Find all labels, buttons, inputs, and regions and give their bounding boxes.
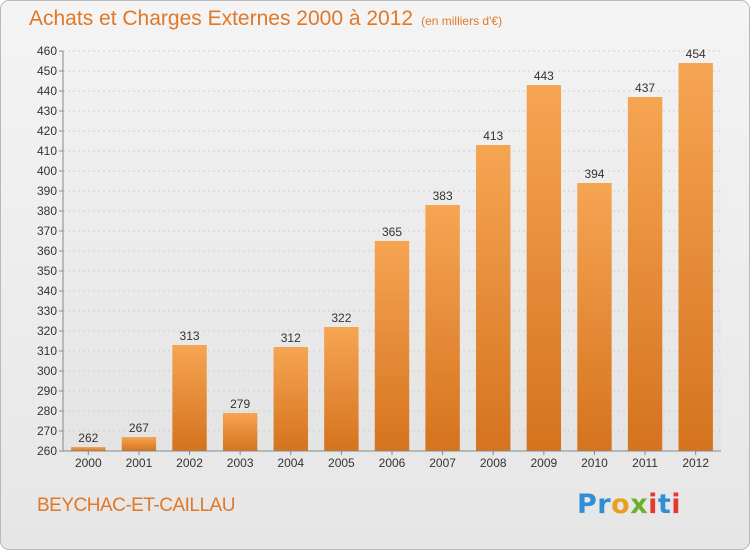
data-label-2005: 322: [331, 311, 351, 325]
bar-2010: [577, 183, 612, 451]
data-label-2007: 383: [433, 189, 453, 203]
data-label-2009: 443: [534, 69, 554, 83]
x-tick-label-2002: 2002: [176, 456, 203, 470]
x-tick-label-2005: 2005: [328, 456, 355, 470]
y-tick-label: 380: [37, 204, 57, 218]
logo-letter: t: [657, 489, 672, 520]
x-axis: 2000 2001 2002 2003 2004 2005 2006 2007 2008 2009…: [63, 450, 721, 470]
y-tick-label: 460: [37, 44, 57, 58]
y-tick-label: 420: [37, 124, 57, 138]
chart-title-text: Achats et Charges Externes 2000 à 2012: [29, 7, 414, 30]
y-tick-label: 430: [37, 104, 57, 118]
y-tick-label: 370: [37, 224, 57, 238]
y-tick-label: 260: [37, 444, 57, 458]
y-tick-label: 310: [37, 344, 57, 358]
y-tick-label: 340: [37, 284, 57, 298]
bar-2002: [172, 345, 207, 451]
y-tick-label: 300: [37, 364, 57, 378]
bar-series: 262 267 313 279 312 322 365 383 413 443 394 437 454: [71, 47, 713, 451]
y-tick-label: 390: [37, 184, 57, 198]
x-tick-label-2006: 2006: [379, 456, 406, 470]
y-tick-label: 280: [37, 404, 57, 418]
data-label-2006: 365: [382, 225, 402, 239]
town-name: BEYCHAC-ET-CAILLAU: [37, 495, 235, 516]
bar-2011: [627, 97, 663, 451]
logo-letter: i: [671, 489, 682, 520]
x-tick-label-2011: 2011: [632, 456, 658, 470]
proxiti-logo: Proxiti: [577, 489, 681, 520]
logo-letter: r: [597, 489, 612, 520]
logo-letter: o: [611, 489, 631, 520]
x-tick-label-2004: 2004: [277, 456, 304, 470]
data-label-2000: 262: [78, 431, 98, 445]
y-tick-label: 400: [37, 164, 57, 178]
x-tick-label-2010: 2010: [581, 456, 608, 470]
bar-2000: [71, 447, 106, 451]
y-tick-label: 440: [37, 84, 57, 98]
data-label-2003: 279: [230, 397, 250, 411]
x-tick-label-2009: 2009: [530, 456, 557, 470]
bar-2009: [526, 85, 562, 451]
y-tick-label: 410: [37, 144, 57, 158]
data-label-2012: 454: [686, 47, 706, 61]
x-tick-label-2000: 2000: [75, 456, 102, 470]
bar-2005: [324, 327, 359, 451]
logo-letter: i: [648, 489, 658, 520]
y-tick-label: 450: [37, 64, 57, 78]
data-label-2002: 313: [180, 329, 200, 343]
chart-subtitle: (en milliers d'€): [421, 14, 503, 28]
bar-2008: [476, 145, 511, 451]
y-axis: 260 270 280 290 300 310 320 330 340 350 360 370 380 3…: [37, 44, 64, 458]
y-tick-label: 320: [37, 324, 57, 338]
y-tick-label: 270: [37, 424, 57, 438]
x-tick-label-2003: 2003: [227, 456, 254, 470]
bar-2004: [273, 347, 308, 451]
x-tick-label-2012: 2012: [682, 456, 709, 470]
data-label-2010: 394: [584, 167, 604, 181]
x-tick-label-2007: 2007: [429, 456, 456, 470]
bar-2003: [222, 413, 258, 451]
logo-letter: x: [630, 489, 649, 520]
y-tick-label: 330: [37, 304, 57, 318]
bar-2012: [678, 63, 713, 451]
bar-2007: [425, 205, 460, 451]
bar-2001: [121, 437, 157, 451]
x-tick-label-2001: 2001: [126, 456, 153, 470]
y-tick-label: 350: [37, 264, 57, 278]
x-tick-label-2008: 2008: [480, 456, 507, 470]
y-tick-label: 290: [37, 384, 57, 398]
chart-title: Achats et Charges Externes 2000 à 2012 (e…: [29, 7, 502, 31]
data-label-2008: 413: [483, 129, 503, 143]
y-tick-label: 360: [37, 244, 57, 258]
data-label-2001: 267: [129, 421, 149, 435]
logo-letter: P: [577, 489, 598, 520]
data-label-2011: 437: [635, 81, 655, 95]
bar-2006: [374, 241, 410, 451]
data-label-2004: 312: [281, 331, 301, 345]
